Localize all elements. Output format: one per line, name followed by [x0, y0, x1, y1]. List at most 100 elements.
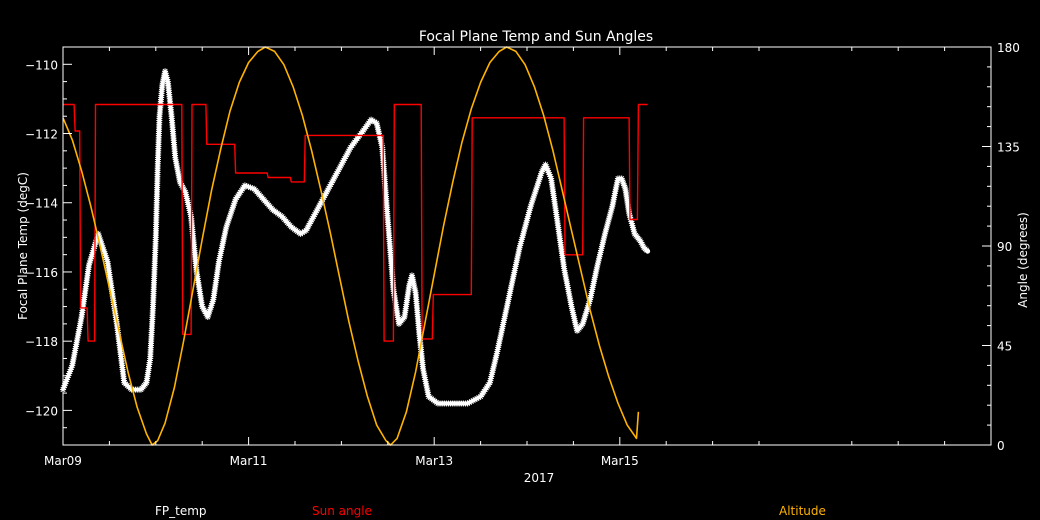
fp-temp-marker — [313, 207, 320, 214]
fp-temp-marker — [95, 232, 102, 239]
fp-temp-marker — [67, 366, 74, 373]
fp-temp-marker — [532, 186, 539, 193]
chart-title: Focal Plane Temp and Sun Angles — [419, 29, 653, 45]
fp-temp-marker — [228, 208, 235, 215]
y-left-tick-label: −110 — [25, 58, 58, 72]
fp-temp-marker — [470, 397, 477, 404]
fp-temp-marker — [532, 188, 539, 195]
fp-temp-marker — [638, 239, 645, 246]
fp-temp-marker — [523, 219, 530, 226]
y-left-tick-label: −118 — [25, 335, 58, 349]
fp-temp-marker — [321, 192, 328, 199]
y-left-tick-label: −120 — [25, 404, 58, 418]
fp-temp-marker — [606, 213, 613, 220]
fp-temp-marker — [530, 195, 537, 202]
fp-temp-marker — [100, 246, 107, 253]
fp-temp-marker — [204, 313, 211, 320]
plot-frame — [62, 46, 992, 446]
fp-temp-marker — [63, 378, 70, 385]
fp-temp-marker — [336, 164, 343, 171]
fp-temp-marker — [533, 184, 540, 191]
fp-temp-marker — [584, 306, 591, 313]
y-left-tick-label: −114 — [25, 197, 58, 211]
fp-temp-marker — [209, 300, 216, 307]
fp-temp-marker — [338, 161, 345, 168]
fp-temp-marker — [464, 400, 471, 407]
fp-temp-marker — [475, 394, 482, 401]
fp-temp-marker — [542, 161, 549, 168]
fp-temp-marker — [89, 249, 96, 256]
fp-temp-marker — [337, 163, 344, 170]
fp-temp-marker — [325, 185, 332, 192]
fp-temp-marker — [335, 166, 342, 173]
fp-temp-marker — [90, 247, 97, 254]
x-axis-label: 2017 — [524, 471, 555, 485]
fp-temp-marker — [62, 380, 69, 387]
fp-temp-marker — [620, 180, 627, 187]
fp-temp-marker — [304, 223, 311, 230]
fp-temp-marker — [582, 312, 589, 319]
fp-temp-marker — [529, 199, 536, 206]
fp-temp-marker — [538, 170, 545, 177]
fp-temp-marker — [322, 190, 329, 197]
fp-temp-marker — [87, 257, 94, 264]
fp-temp-marker — [607, 211, 614, 218]
fp-temp-marker — [472, 396, 479, 403]
fp-temp-marker — [540, 165, 547, 172]
fp-temp-marker — [629, 222, 636, 229]
right-axis-label: Angle (degrees) — [1016, 212, 1030, 308]
x-tick-label: Mar09 — [44, 454, 82, 468]
fp-temp-marker — [207, 304, 214, 311]
fp-temp-marker — [631, 228, 638, 235]
fp-temp-marker — [585, 302, 592, 309]
x-tick-label: Mar13 — [415, 454, 453, 468]
left-axis-label: Focal Plane Temp (degC) — [16, 172, 30, 320]
fp-temp-marker — [318, 198, 325, 205]
fp-temp-marker — [224, 220, 231, 227]
fp-temp-marker — [304, 225, 311, 232]
fp-temp-marker — [547, 173, 554, 180]
fp-temp-marker — [329, 177, 336, 184]
fp-temp-marker — [225, 218, 232, 225]
fp-temp-marker — [317, 200, 324, 207]
fp-temp-marker — [66, 370, 73, 377]
fp-temp-marker — [320, 194, 327, 201]
fp-temp-marker — [230, 202, 237, 209]
fp-temp-marker — [546, 171, 553, 178]
fp-temp-marker — [543, 163, 550, 170]
fp-temp-marker — [323, 188, 330, 195]
fp-temp-marker — [605, 217, 612, 224]
y-left-tick-label: −116 — [25, 266, 58, 280]
fp-temp-marker — [466, 399, 473, 406]
fp-temp-marker — [163, 74, 170, 81]
fp-temp-marker — [303, 227, 310, 234]
fp-temp-marker — [639, 241, 646, 248]
fp-temp-marker — [581, 314, 588, 321]
fp-temp-marker — [249, 185, 256, 192]
fp-temp-marker — [199, 303, 206, 310]
y-right-tick-label: 180 — [997, 41, 1020, 55]
fp-temp-marker — [628, 218, 635, 225]
fp-temp-marker — [602, 228, 609, 235]
fp-temp-marker — [473, 395, 480, 402]
fp-temp-marker — [65, 372, 72, 379]
fp-temp-marker — [202, 310, 209, 317]
series-fp-temp — [60, 68, 651, 407]
fp-temp-marker — [344, 149, 351, 156]
fp-temp-marker — [88, 253, 95, 260]
fp-temp-marker — [618, 175, 625, 182]
fp-temp-marker — [518, 236, 525, 243]
fp-temp-marker — [306, 220, 313, 227]
fp-temp-marker — [341, 155, 348, 162]
y-right-tick-label: 0 — [997, 439, 1005, 453]
fp-temp-marker — [247, 184, 254, 191]
fp-temp-marker — [516, 244, 523, 251]
fp-temp-marker — [526, 209, 533, 216]
fp-temp-marker — [534, 182, 541, 189]
y-left-tick-label: −112 — [25, 128, 58, 142]
fp-temp-marker — [629, 224, 636, 231]
fp-temp-marker — [519, 232, 526, 239]
fp-temp-marker — [537, 172, 544, 179]
fp-temp-marker — [103, 256, 110, 263]
fp-temp-marker — [583, 308, 590, 315]
